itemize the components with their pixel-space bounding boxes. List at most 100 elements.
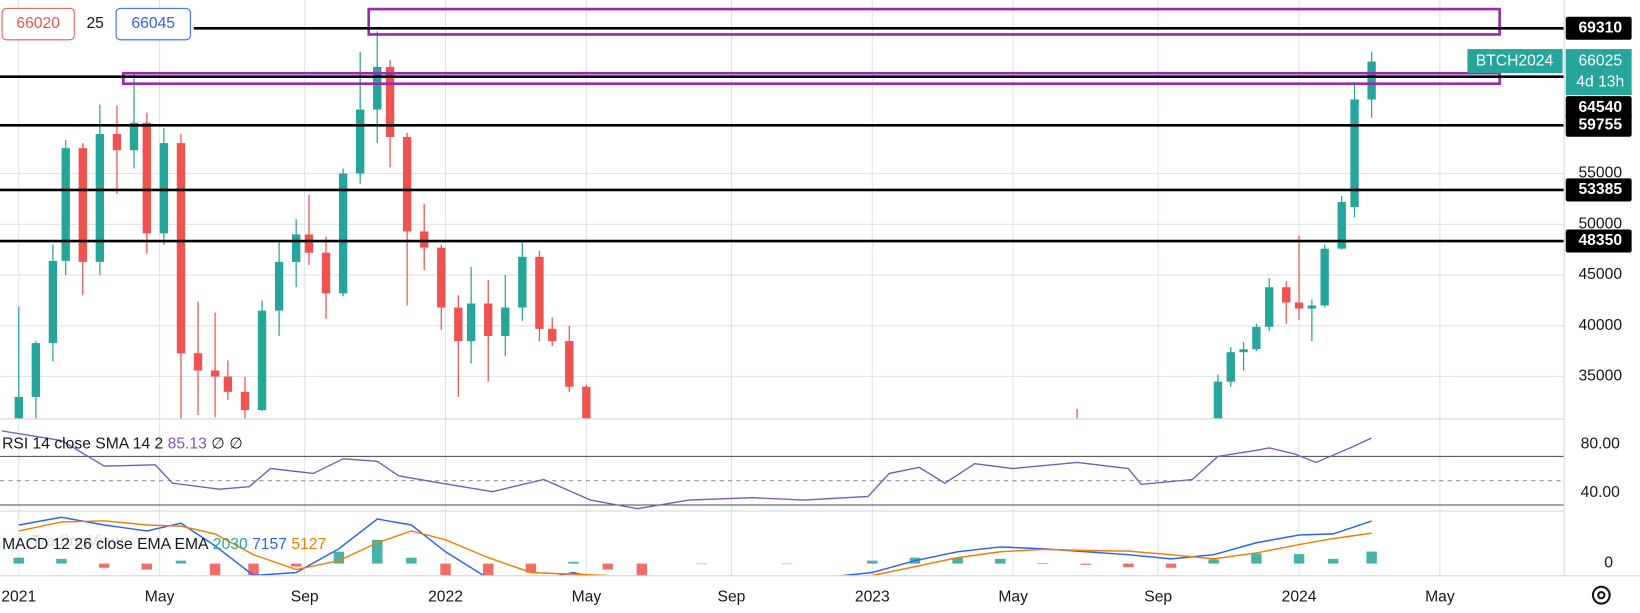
candle-body [983, 434, 991, 437]
x-tick-label: Sep [1144, 588, 1172, 605]
candle-body [240, 391, 250, 411]
macd-histogram-bar [1327, 558, 1339, 564]
x-tick-label: May [1425, 588, 1455, 605]
macd-histogram-bar [1293, 554, 1305, 564]
candle-body [1252, 326, 1261, 350]
candle-body [454, 307, 463, 342]
settings-icon[interactable] [1591, 585, 1611, 605]
macd-histogram-bar [525, 563, 537, 573]
macd-histogram-bar [209, 563, 221, 576]
candle-body [420, 231, 429, 248]
macd-pane [13, 516, 1377, 576]
candle-body [402, 136, 412, 232]
candle-body [31, 343, 41, 397]
candle-body [291, 234, 301, 262]
symbol-box [1467, 49, 1563, 74]
zone [367, 7, 1501, 36]
macd-value: 7157 [252, 536, 287, 553]
candle-body [565, 341, 574, 387]
level-label: 53385 [1578, 181, 1622, 198]
macd-histogram-bar [141, 563, 153, 570]
macd-histogram-bar [952, 557, 963, 564]
macd-histogram-bar [248, 563, 259, 576]
grid [0, 0, 1564, 576]
macd-histogram-bar [98, 563, 110, 568]
rsi-line [1, 430, 1372, 510]
candle-body [321, 252, 331, 294]
candle-body [1213, 381, 1223, 419]
candle-body [1337, 201, 1346, 249]
macd-histogram-bar [1366, 551, 1377, 564]
countdown: 4d 13h [1576, 74, 1624, 91]
gear-inner[interactable] [1597, 590, 1606, 600]
last-price-box [1565, 49, 1632, 96]
candle-body [223, 376, 233, 392]
level-label-box [1565, 96, 1632, 120]
y-tick-label: 0 [1604, 555, 1613, 572]
candle-body [129, 122, 139, 151]
candle-body [142, 122, 151, 234]
spread: 25 [86, 15, 104, 32]
candle-body [518, 256, 527, 308]
candle-body [193, 353, 203, 371]
y-tick-label: 50000 [1578, 215, 1622, 232]
gear-outer[interactable] [1591, 585, 1611, 605]
macd-histogram-bar [568, 561, 579, 564]
macd-histogram-bar [1123, 563, 1134, 568]
candle-body [1350, 99, 1359, 208]
macd-histogram-bar [1037, 563, 1049, 564]
candle-body [48, 260, 58, 344]
candle-body [1320, 248, 1329, 306]
macd-value: 5127 [291, 536, 326, 553]
macd-histogram-bar [1165, 563, 1177, 568]
x-tick-label: 2023 [855, 588, 890, 605]
candle-body [1073, 427, 1081, 432]
rsi-pane [0, 430, 1564, 510]
macd-histogram-bar [602, 563, 613, 570]
ask-box[interactable] [115, 7, 191, 41]
level-label: 64540 [1578, 99, 1622, 116]
candle-body [1282, 287, 1291, 303]
macd-histogram-bar [696, 563, 707, 565]
candle-body [159, 143, 169, 234]
candle-body [257, 310, 267, 411]
zone [122, 71, 1501, 86]
macd-histogram-bar [440, 563, 451, 576]
macd-histogram-bar [781, 563, 793, 565]
x-tick-label: May [572, 588, 602, 605]
macd-histogram-bar [13, 557, 25, 564]
x-tick-label: May [145, 588, 175, 605]
candle-body [548, 328, 557, 342]
candle-body [274, 261, 284, 311]
last-price: 66025 [1578, 53, 1622, 70]
candle-body [1294, 302, 1304, 309]
macd-histogram-bar [56, 558, 67, 564]
rsi-legend: RSI 14 close SMA 14 2 85.13 ∅ ∅ [2, 436, 243, 453]
candle-body [304, 234, 314, 253]
candle-body [356, 109, 365, 174]
macd-histogram-bar [867, 560, 878, 564]
rsi-extra: ∅ [229, 436, 243, 453]
rsi-title: RSI 14 close SMA 14 2 [2, 436, 163, 453]
macd-title: MACD 12 26 close EMA EMA [2, 536, 209, 553]
axes: 2021 May Sep 2022 May Sep 2023 May Sep 2024 May 350… [1, 16, 1632, 605]
rsi-extra: ∅ [211, 436, 225, 453]
macd-value: 2030 [213, 536, 248, 553]
candle-body [501, 307, 510, 336]
x-tick-label: 2022 [428, 588, 463, 605]
candle-body [95, 133, 105, 262]
macd-histogram-bar [636, 563, 648, 576]
level-label-box [1565, 16, 1632, 40]
candle-body [385, 66, 395, 137]
level-label: 69310 [1578, 19, 1622, 36]
candle-body [1226, 352, 1235, 382]
symbol-name: BTCH2024 [1476, 53, 1554, 70]
macd-histogram-bar [1080, 563, 1091, 565]
candle-body [61, 148, 70, 261]
y-tick-label: 55000 [1578, 165, 1622, 182]
rsi-value: 85.13 [168, 436, 208, 453]
bid-box[interactable] [1, 7, 75, 41]
macd-histogram-bar [406, 557, 417, 564]
level-label-box [1565, 113, 1632, 137]
